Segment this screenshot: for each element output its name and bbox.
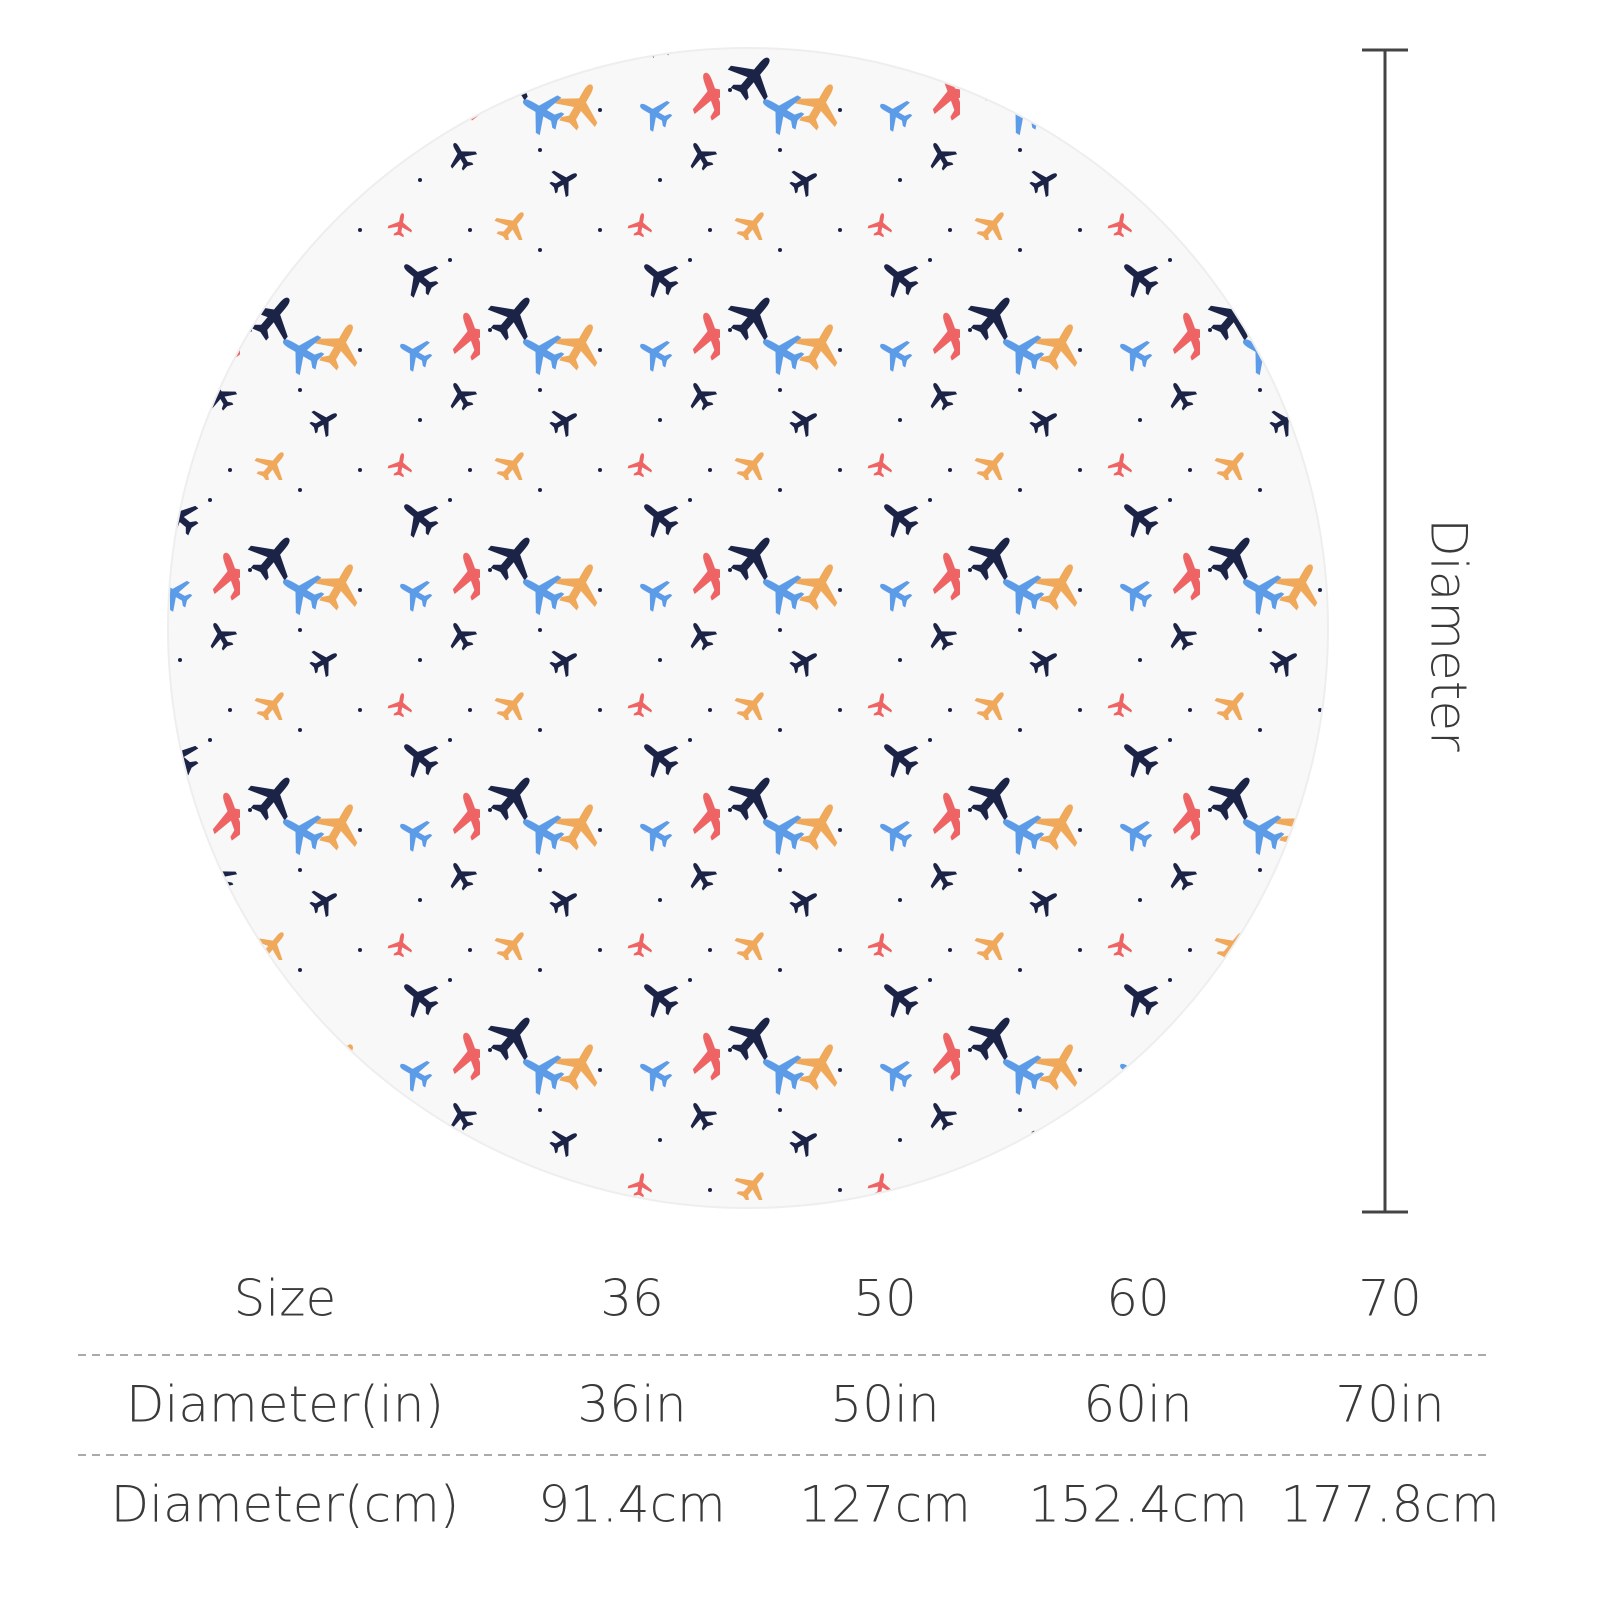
table-dividers <box>78 1354 1490 1456</box>
table-cell: 177.8cm <box>1280 1476 1499 1534</box>
row-header: Diameter(cm) <box>111 1476 460 1534</box>
table-cell: 36 <box>600 1270 664 1328</box>
table-cell: 36in <box>577 1376 686 1434</box>
diameter-label: Diameter <box>1420 518 1478 752</box>
table-cell: 50in <box>830 1376 939 1434</box>
table-cell: 60in <box>1083 1376 1192 1434</box>
table-cell: 127cm <box>799 1476 971 1534</box>
round-rug <box>167 47 1329 1209</box>
row-header: Size <box>234 1270 337 1328</box>
table-cell: 60 <box>1106 1270 1170 1328</box>
size-table: Size 36 50 60 70 Diameter(in) 36in 50in 60in 70in… <box>111 1270 1500 1534</box>
table-cell: 91.4cm <box>538 1476 726 1534</box>
table-cell: 50 <box>853 1270 917 1328</box>
row-header: Diameter(in) <box>126 1376 444 1434</box>
table-cell: 70in <box>1335 1376 1444 1434</box>
diameter-indicator <box>1362 48 1408 1214</box>
table-cell: 152.4cm <box>1028 1476 1247 1534</box>
table-cell: 70 <box>1358 1270 1422 1328</box>
